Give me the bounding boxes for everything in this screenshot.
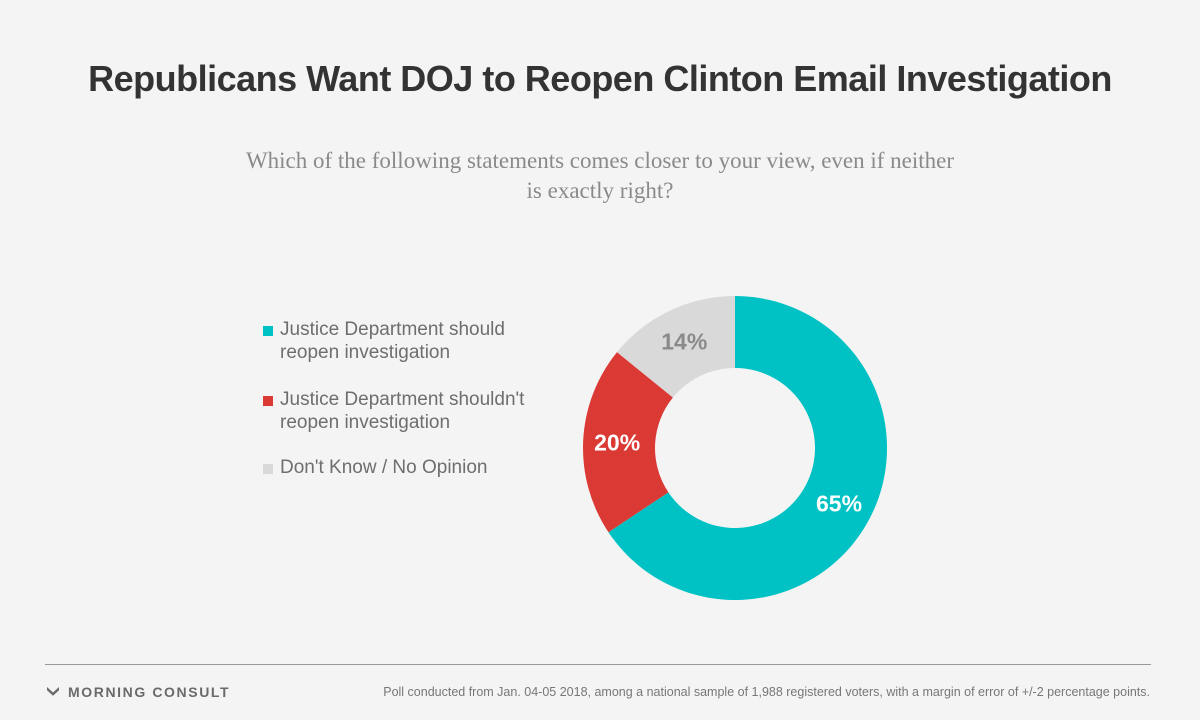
- slice-dont-know: [617, 296, 735, 398]
- legend-item-shouldnt-reopen: Justice Department shouldn't reopen inve…: [263, 388, 563, 434]
- chart-title: Republicans Want DOJ to Reopen Clinton E…: [88, 58, 1112, 99]
- brand: MORNING CONSULT: [46, 684, 230, 700]
- legend-item-dont-know: Don't Know / No Opinion: [263, 456, 563, 479]
- morning-consult-logo-icon: [47, 687, 59, 696]
- legend-label: Don't Know / No Opinion: [280, 457, 488, 478]
- donut-chart: 65% 20% 14%: [583, 296, 887, 600]
- legend-label: Justice Department should reopen investi…: [280, 319, 505, 363]
- legend-label: Justice Department shouldn't reopen inve…: [280, 389, 525, 433]
- legend-item-should-reopen: Justice Department should reopen investi…: [263, 318, 563, 364]
- slice-should-reopen: [608, 296, 887, 600]
- slice-label-dont-know: 14%: [661, 328, 707, 354]
- legend-swatch: [263, 396, 273, 406]
- brand-name: MORNING CONSULT: [68, 684, 231, 700]
- footer-divider: [45, 664, 1151, 665]
- slice-shouldnt-reopen: [583, 352, 673, 533]
- chart-subtitle: Which of the following statements comes …: [245, 148, 955, 203]
- slice-label-should-reopen: 65%: [816, 491, 862, 517]
- legend-swatch: [263, 464, 273, 474]
- legend-swatch: [263, 326, 273, 336]
- chart-legend: Justice Department should reopen investi…: [263, 318, 563, 503]
- source-note: Poll conducted from Jan. 04-05 2018, amo…: [383, 685, 1150, 699]
- slice-label-shouldnt-reopen: 20%: [594, 429, 640, 455]
